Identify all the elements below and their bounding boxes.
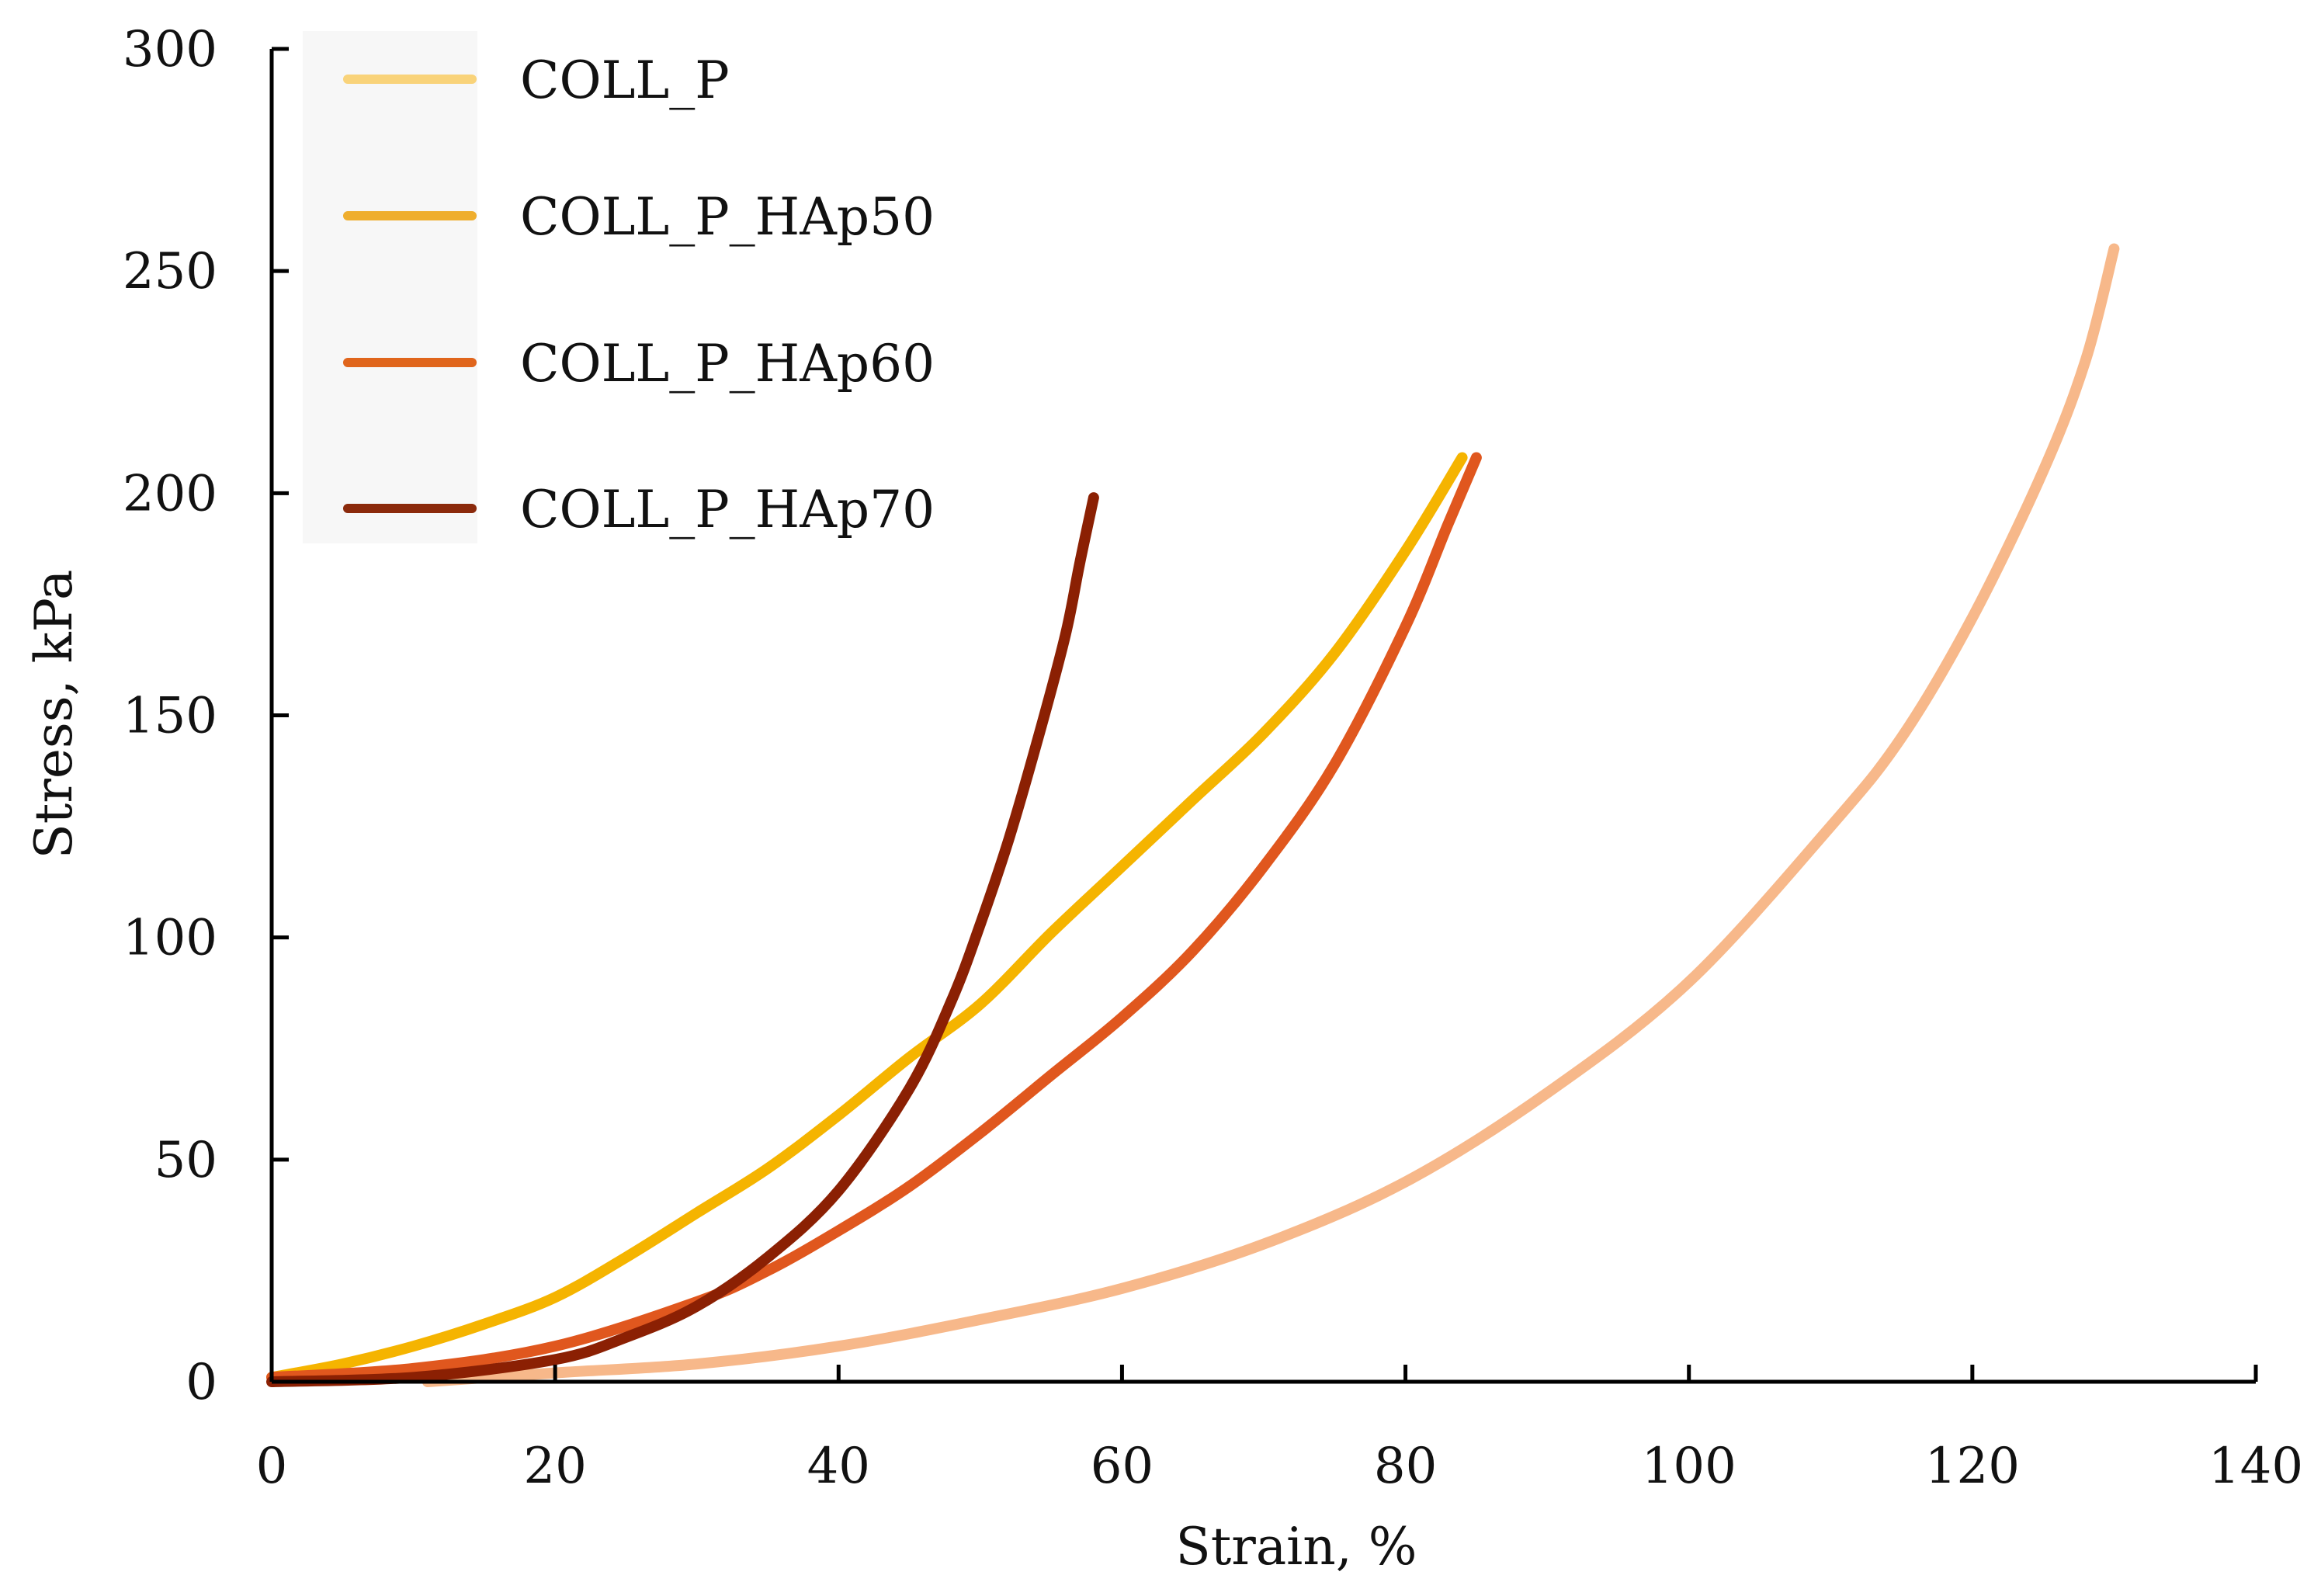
legend-label-coll-p: COLL_P bbox=[520, 50, 730, 110]
legend-label-coll-p-hap50: COLL_P_HAp50 bbox=[520, 187, 935, 247]
x-tick-label: 60 bbox=[1091, 1438, 1154, 1495]
legend-label-coll-p-hap70: COLL_P_HAp70 bbox=[520, 480, 935, 540]
ticks: 0 50 100 150 200 250 300 0 20 40 60 80 100 120 140 bbox=[123, 21, 2303, 1495]
x-tick-label: 140 bbox=[2208, 1438, 2303, 1495]
legend-background bbox=[303, 31, 477, 543]
series-line-coll-p-hap50 bbox=[266, 452, 1468, 1383]
x-tick-label: 40 bbox=[807, 1438, 870, 1495]
series-group bbox=[266, 243, 2120, 1387]
y-axis-title: Stress, kPa bbox=[24, 570, 84, 859]
x-tick-label: 0 bbox=[256, 1438, 288, 1495]
y-tick-label: 250 bbox=[123, 243, 217, 300]
y-tick-label: 50 bbox=[154, 1132, 217, 1189]
y-tick-label: 150 bbox=[123, 688, 217, 745]
legend: COLL_P COLL_P_HAp50 COLL_P_HAp60 COLL_P_HAp… bbox=[303, 31, 935, 543]
x-tick-label: 80 bbox=[1374, 1438, 1437, 1495]
y-tick-label: 300 bbox=[123, 21, 217, 78]
series-line-coll-p bbox=[422, 243, 2120, 1387]
series-line-coll-p-hap70 bbox=[266, 492, 1099, 1387]
y-tick-label: 0 bbox=[186, 1354, 217, 1411]
series-line-coll-p-hap60 bbox=[266, 452, 1482, 1383]
x-tick-label: 100 bbox=[1642, 1438, 1736, 1495]
x-tick-label: 20 bbox=[523, 1438, 586, 1495]
legend-label-coll-p-hap60: COLL_P_HAp60 bbox=[520, 334, 935, 394]
x-tick-label: 120 bbox=[1925, 1438, 2020, 1495]
axes bbox=[269, 49, 2256, 1384]
y-tick-label: 200 bbox=[123, 465, 217, 522]
y-tick-label: 100 bbox=[123, 910, 217, 967]
x-axis-title: Strain, % bbox=[1176, 1517, 1417, 1577]
